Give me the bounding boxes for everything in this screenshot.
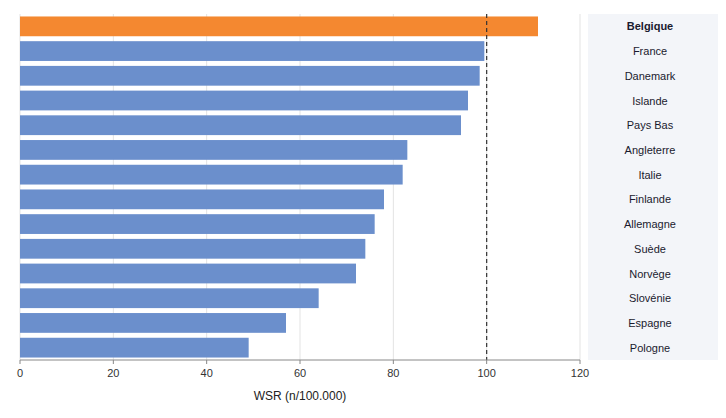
tick-mark (486, 360, 487, 364)
bar (20, 288, 319, 308)
bar (20, 41, 484, 61)
category-label: Norvège (629, 268, 671, 280)
tick-mark (300, 360, 301, 364)
bar (20, 66, 480, 86)
category-label: Danemark (625, 70, 676, 82)
tick-mark (580, 360, 581, 364)
category-label: Pologne (630, 342, 670, 354)
category-label: Espagne (628, 317, 671, 329)
x-axis-label: WSR (n/100.000) (254, 389, 347, 403)
bar (20, 140, 407, 160)
bar (20, 338, 249, 358)
category-label: France (633, 45, 667, 57)
grid (20, 14, 580, 360)
tick-mark (113, 360, 114, 364)
bar (20, 165, 403, 185)
tick-label: 0 (17, 367, 23, 379)
category-label: Belgique (627, 20, 673, 32)
tick-label: 80 (387, 367, 399, 379)
category-label: Islande (632, 95, 667, 107)
tick-label: 120 (571, 367, 589, 379)
tick-label: 40 (201, 367, 213, 379)
bar (20, 189, 384, 209)
bar (20, 16, 538, 36)
label-panel (588, 14, 718, 360)
category-label: Allemagne (624, 218, 676, 230)
bar (20, 264, 356, 284)
reference-line (486, 14, 487, 360)
category-label: Italie (638, 169, 661, 181)
category-label: Slovénie (629, 292, 671, 304)
category-label: Finlande (629, 193, 671, 205)
tick-mark (206, 360, 207, 364)
grid-line (486, 14, 487, 360)
tick-label: 100 (477, 367, 495, 379)
chart-container: 0 20 40 60 80 100 120 WSR (n/100.000) Belgique Fr… (0, 0, 726, 418)
tick-mark (393, 360, 394, 364)
category-label: Angleterre (625, 144, 676, 156)
category-label: Pays Bas (627, 119, 674, 131)
bar (20, 91, 468, 111)
chart: 0 20 40 60 80 100 120 WSR (n/100.000) Belgique Fr… (0, 0, 726, 418)
tick-mark (20, 360, 21, 364)
category-label: Suède (634, 243, 666, 255)
bar (20, 239, 365, 259)
bar (20, 313, 286, 333)
grid-line (580, 14, 581, 360)
bar (20, 214, 375, 234)
bar (20, 115, 461, 135)
bars (20, 16, 538, 357)
tick-label: 60 (294, 367, 306, 379)
tick-label: 20 (107, 367, 119, 379)
x-ticks: 0 20 40 60 80 100 120 (17, 360, 589, 379)
category-labels: Belgique France Danemark Islande Pays Bas Ang… (624, 20, 676, 353)
